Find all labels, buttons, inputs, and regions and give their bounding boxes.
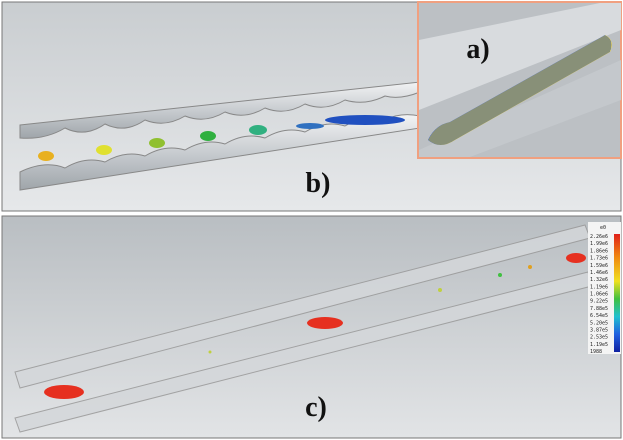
particle-cloud — [307, 317, 343, 329]
figure: b) a) c) e0 2.26e61.99e61.86e6 1.73e61.59… — [0, 0, 623, 440]
colorbar-label: 1.19e6 — [590, 284, 608, 290]
colorbar-label: 1.59e6 — [590, 263, 608, 269]
colorbar-label: 2.53e5 — [590, 335, 608, 341]
panel-label: b) — [306, 168, 331, 199]
particle-cloud — [566, 253, 586, 263]
colorbar-label: 9.22e5 — [590, 299, 608, 305]
particle-cloud — [149, 138, 165, 148]
particle-cloud — [96, 145, 112, 155]
colorbar-label: 1.06e6 — [590, 292, 608, 298]
particle — [209, 351, 212, 354]
colorbar-label: 5.20e5 — [590, 320, 608, 326]
colorbar-label: 3.87e5 — [590, 327, 608, 333]
particle-cloud — [200, 131, 216, 141]
colorbar-label: 1.46e6 — [590, 270, 608, 276]
colorbar-label: 1.32e6 — [590, 277, 608, 283]
colorbar-label: 7.88e5 — [590, 306, 608, 312]
colorbar — [614, 234, 620, 352]
colorbar-label: 1.86e6 — [590, 248, 608, 254]
particle-cloud — [44, 385, 84, 399]
colorbar-title: e0 — [600, 225, 606, 231]
particle — [498, 273, 502, 277]
panel-label: a) — [466, 34, 489, 65]
particle-cloud — [296, 123, 324, 129]
colorbar-label: 1988 — [590, 349, 602, 355]
particle — [528, 265, 532, 269]
colorbar-label: 1.99e6 — [590, 241, 608, 247]
particle-cloud — [249, 125, 267, 135]
particle-cloud — [38, 151, 54, 161]
colorbar-label: 1.73e6 — [590, 256, 608, 262]
particle — [438, 288, 442, 292]
panel-a: a) — [418, 2, 621, 158]
particle-cloud — [325, 115, 405, 125]
colorbar-label: 1.19e5 — [590, 342, 608, 348]
colorbar-label: 6.54e5 — [590, 313, 608, 319]
panel-label: c) — [305, 392, 327, 423]
colorbar-label: 2.26e6 — [590, 234, 608, 240]
